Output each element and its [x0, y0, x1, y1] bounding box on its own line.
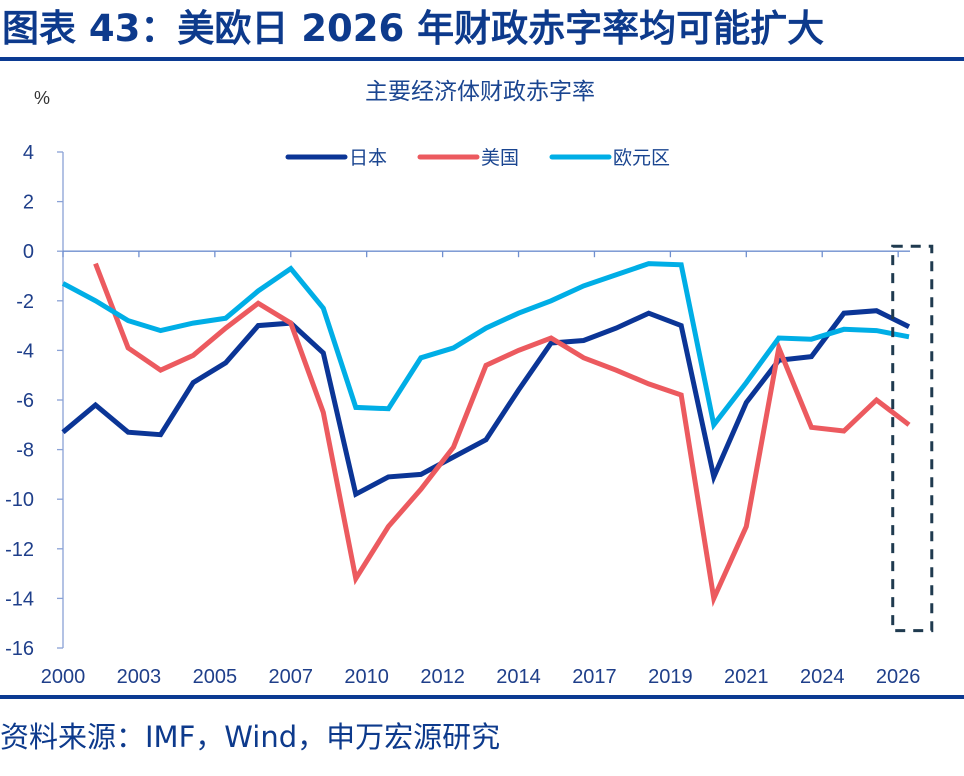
x-tick-label: 2000: [41, 666, 86, 688]
title-divider: [0, 57, 964, 61]
footer-divider: [0, 695, 964, 699]
forecast-box: [891, 244, 934, 633]
series-line-1: [93, 262, 911, 608]
legend-label: 日本: [349, 147, 387, 169]
x-tick-label: 2024: [800, 666, 845, 688]
x-tick-label: 2010: [344, 666, 389, 688]
forecast-highlight-box: [891, 244, 934, 633]
legend-label: 欧元区: [613, 147, 670, 169]
x-tick-label: 2014: [496, 666, 541, 688]
x-tick-label: 2007: [269, 666, 314, 688]
y-tick-label: -4: [16, 340, 34, 362]
legend-label: 美国: [481, 147, 519, 169]
y-axis: 4 2 0 -2 -4 -6 -8 -10 -12 -14 -16: [5, 142, 64, 660]
x-axis: 2000 2003 2005 2007 2010 2012 2014 2017 2019 2021…: [41, 250, 921, 688]
y-tick-label: -10: [5, 489, 34, 511]
y-axis-unit-label: %: [34, 88, 50, 108]
x-tick-label: 2026: [876, 666, 921, 688]
figure-title: 图表 43：美欧日 2026 年财政赤字率均可能扩大: [2, 7, 825, 50]
y-tick-label: -16: [5, 638, 34, 660]
chart-title: 主要经济体财政赤字率: [365, 79, 595, 105]
y-tick-label: -14: [5, 588, 34, 610]
y-tick-label: -6: [16, 390, 34, 412]
x-tick-label: 2005: [193, 666, 238, 688]
x-tick-label: 2017: [572, 666, 617, 688]
y-tick-label: 4: [23, 142, 34, 164]
series-line-0: [61, 308, 911, 498]
source-note: 资料来源：IMF，Wind，申万宏源研究: [0, 720, 501, 754]
x-tick-label: 2019: [648, 666, 693, 688]
y-tick-label: -8: [16, 440, 34, 462]
line-chart: 主要经济体财政赤字率 % 4 2 0 -2 -4 -6 -8 -10 -12 -14 -16 200…: [5, 79, 934, 688]
legend: 日本 美国 欧元区: [285, 147, 670, 169]
series-lines: [61, 261, 911, 608]
series-line-2: [61, 261, 910, 431]
x-tick-label: 2012: [420, 666, 465, 688]
y-tick-label: -12: [5, 539, 34, 561]
y-tick-label: 2: [23, 192, 34, 214]
y-tick-label: -2: [16, 291, 34, 313]
x-tick-label: 2021: [724, 666, 769, 688]
y-tick-label: 0: [23, 241, 34, 263]
x-tick-label: 2003: [117, 666, 162, 688]
